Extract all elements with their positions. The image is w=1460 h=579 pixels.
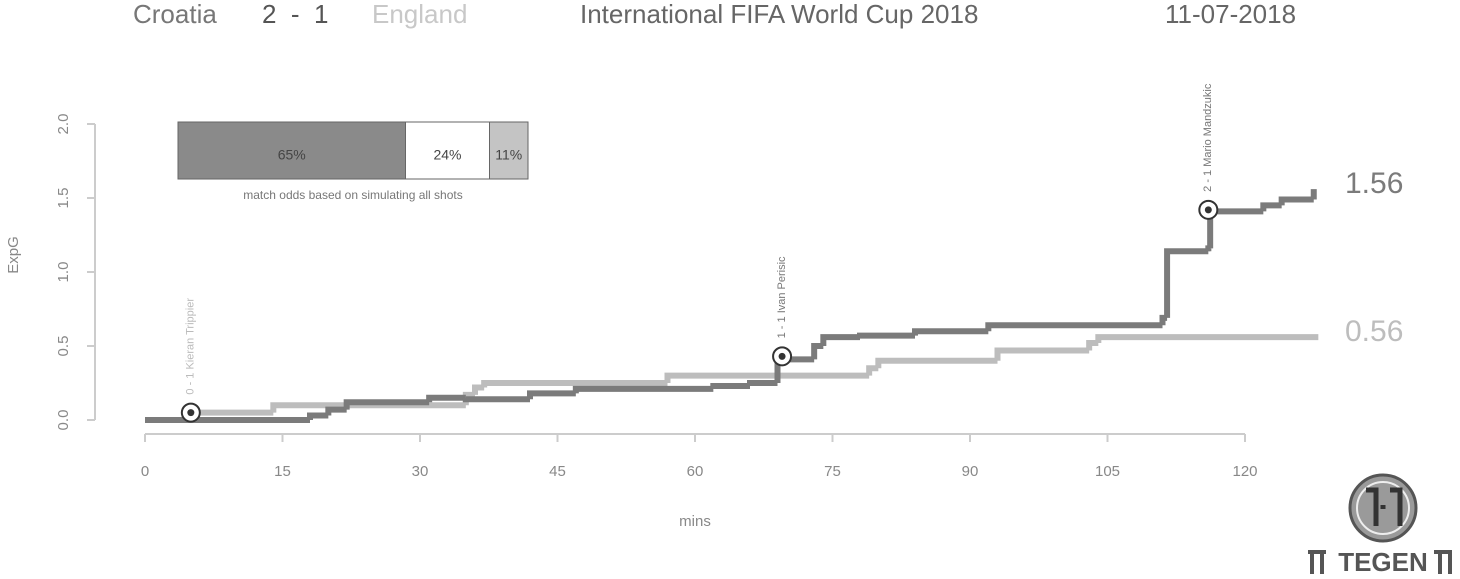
step-segment	[1205, 245, 1212, 252]
step-segment	[1086, 340, 1099, 351]
step-segment	[1260, 202, 1282, 212]
x-tick-label: 60	[687, 463, 704, 480]
step-segment	[325, 406, 347, 416]
y-tick-label: 1.5	[55, 188, 72, 209]
step-segment	[270, 402, 466, 413]
step-segment	[307, 412, 329, 420]
y-axis-label: ExpG	[5, 236, 22, 274]
y-tick-label: 2.0	[55, 114, 72, 135]
step-segment	[343, 399, 430, 410]
odds-label: 11%	[495, 147, 522, 163]
logo-glyph	[1366, 487, 1403, 526]
step-segment	[1207, 208, 1264, 249]
odds-caption: match odds based on simulating all shots	[243, 188, 462, 202]
home-team: Croatia	[133, 0, 217, 29]
odds-segment	[489, 121, 529, 180]
step-segment	[664, 372, 805, 383]
goal-marker-dot	[778, 352, 786, 360]
odds-segment	[405, 121, 490, 180]
step-segment	[820, 334, 860, 346]
logo: TEGEN	[1308, 473, 1452, 577]
step-segment	[866, 365, 879, 376]
step-segment	[1278, 196, 1314, 206]
step-segment	[462, 396, 530, 403]
logo-text: TEGEN	[1338, 547, 1428, 577]
step-segment	[472, 384, 485, 395]
step-segment	[572, 385, 714, 394]
odds-label: 24%	[433, 147, 461, 163]
goal-label: 2 - 1 Mario Mandzukic	[1202, 83, 1214, 192]
end-value-label: 0.56	[1345, 315, 1403, 348]
step-segment	[994, 347, 1090, 361]
step-segment	[426, 394, 466, 403]
step-segment	[747, 380, 778, 386]
match-date: 11-07-2018	[1165, 0, 1296, 29]
step-segment	[1095, 334, 1319, 344]
step-segment	[985, 322, 1163, 332]
x-axis-label: mins	[679, 513, 711, 530]
score: 2 - 1	[262, 0, 328, 29]
odds-label: 65%	[278, 147, 306, 163]
step-segment	[481, 380, 668, 388]
x-tick-label: 0	[141, 463, 149, 480]
goal-label: 0 - 1 Kieran Trippier	[185, 298, 197, 395]
step-segment	[527, 390, 576, 400]
step-segment	[1164, 248, 1209, 318]
logo-icons	[1308, 550, 1452, 574]
series-england	[145, 334, 1319, 423]
series-croatia	[145, 189, 1317, 423]
x-tick-label: 30	[412, 463, 429, 480]
x-tick-label: 120	[1232, 463, 1257, 480]
y-tick-label: 0.0	[55, 410, 72, 431]
step-segment	[875, 357, 998, 369]
end-value-label: 1.56	[1345, 167, 1403, 200]
step-segment	[710, 382, 750, 389]
x-tick-label: 45	[549, 463, 566, 480]
away-team: England	[372, 0, 467, 29]
y-tick-label: 1.0	[55, 262, 72, 283]
x-tick-label: 15	[274, 463, 291, 480]
step-segment	[1159, 314, 1168, 326]
x-tick-label: 105	[1095, 463, 1120, 480]
goal-marker-dot	[1204, 206, 1212, 214]
step-segment	[912, 328, 989, 336]
step-segment	[811, 343, 824, 360]
goal-marker-dot	[187, 409, 195, 417]
y-tick-label: 0.5	[55, 336, 72, 357]
step-segment	[857, 332, 915, 339]
goal-label: 1 - 1 Ivan Perisic	[776, 256, 788, 338]
logo-ring	[1356, 481, 1410, 535]
competition: International FIFA World Cup 2018	[580, 0, 978, 29]
x-tick-label: 90	[962, 463, 979, 480]
x-tick-label: 75	[824, 463, 841, 480]
